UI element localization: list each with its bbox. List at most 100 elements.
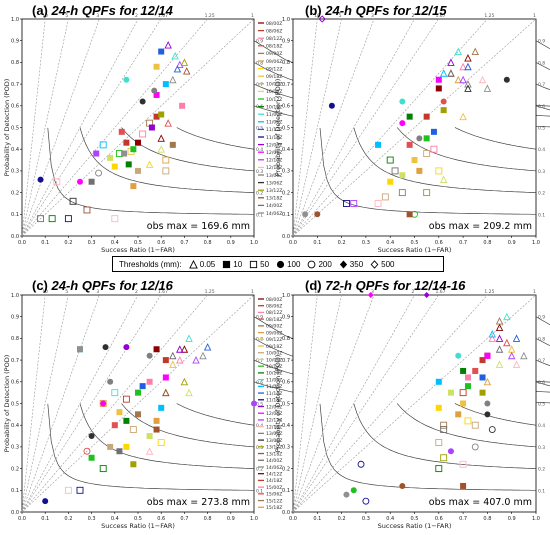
panel-b-label: (b) xyxy=(305,3,322,18)
data-point-triangle xyxy=(447,58,455,66)
x-tick-label: 0.1 xyxy=(41,516,49,522)
x-tick-label: 0.7 xyxy=(180,516,188,522)
legend-entry: 14/06Z xyxy=(266,465,282,471)
threshold-item-2: 50 xyxy=(249,260,269,269)
data-point-filled-diamond xyxy=(367,292,374,298)
bias-label: 10 xyxy=(42,289,48,295)
obs-max-annotation: obs max = 407.0 mm xyxy=(429,497,532,508)
data-point-filled-square xyxy=(116,448,123,455)
data-point-triangle xyxy=(495,317,504,325)
data-point-open-square xyxy=(386,156,394,164)
legend-entry: 09/00Z xyxy=(266,51,282,57)
data-point-triangle xyxy=(164,41,172,49)
data-point-open-square xyxy=(37,215,45,223)
data-point-filled-square xyxy=(146,378,153,385)
data-point-open-square xyxy=(374,199,382,207)
legend-entry: 13/00Z xyxy=(266,173,282,179)
x-tick-label: 0.5 xyxy=(134,516,142,522)
y-axis-label: Probability of Detection (POD) xyxy=(3,355,11,453)
bias-line xyxy=(292,18,439,237)
y-tick-label: 0.8 xyxy=(11,60,19,66)
y-axis-label: Probability of Detection (POD) xyxy=(274,355,282,453)
legend-entry: 09/06Z xyxy=(266,330,282,336)
y-tick-label: 0.1 xyxy=(11,488,19,494)
open-circle-icon xyxy=(308,260,316,268)
y-tick-label: 0.2 xyxy=(282,190,290,196)
data-point-filled-square xyxy=(153,91,160,98)
data-point-filled-circle xyxy=(314,211,321,218)
legend-entry: 08/06Z xyxy=(266,28,282,34)
x-tick-label: 0.6 xyxy=(435,516,443,522)
data-point-triangle xyxy=(464,62,472,71)
data-point-triangle xyxy=(157,145,165,153)
x-tick-label: 0.9 xyxy=(227,240,235,246)
data-point-triangle xyxy=(483,84,492,92)
bias-line xyxy=(292,294,318,513)
threshold-label-0: 0.05 xyxy=(199,259,216,269)
legend-entry: 08/00Z xyxy=(266,21,282,27)
legend-entry: 09/06Z xyxy=(266,59,282,65)
data-point-filled-circle xyxy=(399,98,406,105)
data-point-triangle xyxy=(483,377,492,386)
legend-entry: 10/06Z xyxy=(266,89,282,95)
data-point-triangle xyxy=(464,84,472,92)
bias-line xyxy=(292,18,488,237)
csi-label: 0.4 xyxy=(256,147,263,153)
csi-label: 0.6 xyxy=(256,380,263,386)
csi-label: 0.7 xyxy=(538,82,545,88)
bias-label: 10 xyxy=(42,13,48,19)
bias-label: 10 xyxy=(314,13,320,19)
data-point-open-square xyxy=(83,206,91,214)
threshold-item-6: 500 xyxy=(370,260,395,269)
csi-label: 0.9 xyxy=(538,39,545,45)
legend-entry: 11/12Z xyxy=(266,127,282,133)
y-tick-label: 0.5 xyxy=(11,401,19,407)
y-tick-label: 0.0 xyxy=(282,234,290,240)
y-tick-label: 0.3 xyxy=(11,169,19,175)
data-point-triangle xyxy=(199,351,207,360)
data-point-filled-diamond xyxy=(423,292,430,298)
csi-curve xyxy=(47,403,254,491)
legend-entry: 08/06Z xyxy=(266,304,282,310)
bias-line xyxy=(21,18,255,237)
data-point-triangle xyxy=(145,447,154,455)
bias-label: 2 xyxy=(135,13,138,19)
data-point-filled-square xyxy=(484,352,491,359)
csi-label: 0.6 xyxy=(538,104,545,110)
data-point-triangle xyxy=(145,160,154,168)
csi-label: 0.3 xyxy=(538,169,545,175)
csi-label: 0.2 xyxy=(256,191,263,197)
y-tick-label: 0.2 xyxy=(282,466,290,472)
data-point-open-circle xyxy=(357,460,365,468)
data-point-filled-square xyxy=(435,76,442,83)
legend-entry: 12/00Z xyxy=(266,404,282,410)
data-point-filled-circle xyxy=(484,411,491,418)
data-point-triangle xyxy=(180,345,189,353)
legend-entry: 08/18Z xyxy=(266,44,282,50)
csi-curve xyxy=(454,403,537,426)
bias-line xyxy=(21,294,255,513)
data-point-filled-square xyxy=(153,346,160,353)
x-axis-label: Success Ratio (1−FAR) xyxy=(101,522,175,530)
obs-max-annotation: obs max = 273.8 mm xyxy=(147,497,250,508)
data-point-open-square xyxy=(64,486,72,494)
csi-curve xyxy=(121,127,255,172)
data-point-filled-circle xyxy=(107,378,114,385)
open-square-icon xyxy=(250,260,258,268)
csi-curve xyxy=(535,62,550,70)
threshold-label-5: 350 xyxy=(349,259,364,269)
data-point-filled-square xyxy=(423,135,430,142)
y-tick-label: 0.7 xyxy=(282,358,290,364)
y-tick-label: 0.8 xyxy=(282,60,290,66)
legend-entry: 11/00Z xyxy=(266,112,282,118)
bias-line xyxy=(292,18,318,237)
data-point-filled-square xyxy=(430,128,437,135)
legend-entry: 14/12Z xyxy=(266,471,282,477)
legend-entry: 10/18Z xyxy=(266,104,282,110)
data-point-filled-square xyxy=(123,443,130,450)
x-tick-label: 0.6 xyxy=(157,516,165,522)
data-point-open-diamond xyxy=(318,15,326,23)
x-tick-label: 0.2 xyxy=(64,240,72,246)
data-point-triangle xyxy=(169,360,177,368)
y-tick-label: 0.1 xyxy=(282,212,290,218)
